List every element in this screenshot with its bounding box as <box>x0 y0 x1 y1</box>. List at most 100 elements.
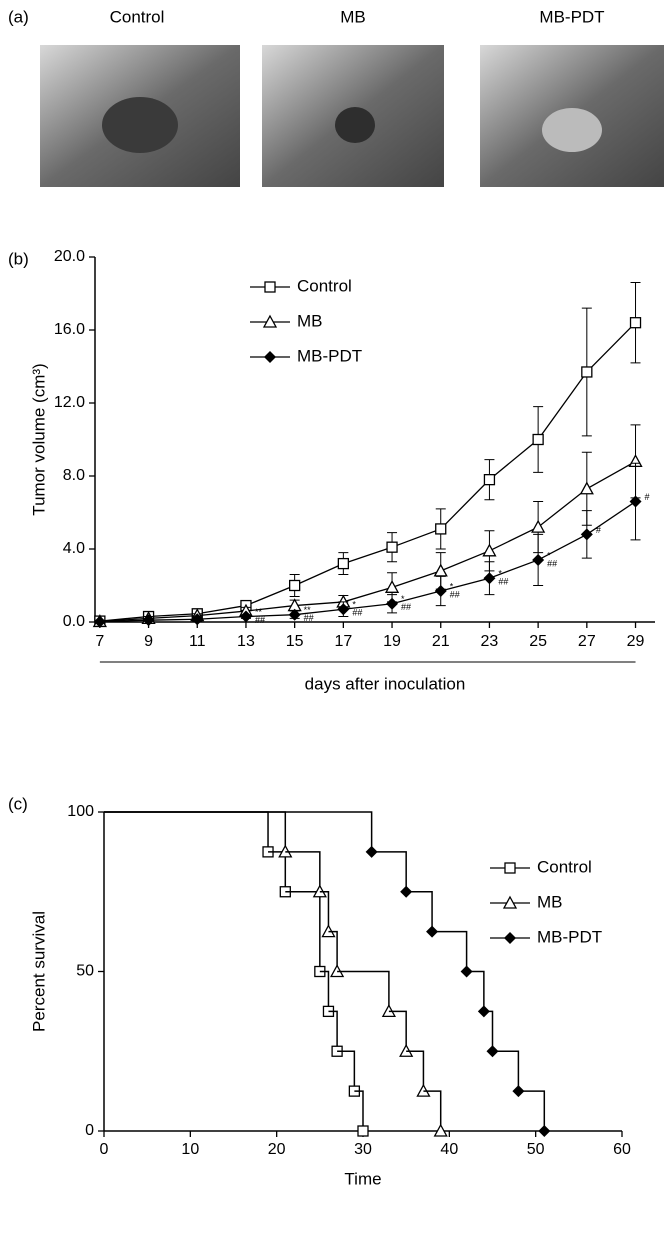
significance-label: ## <box>304 613 314 623</box>
y-tick-label: 20.0 <box>54 248 85 265</box>
step-segment <box>354 1090 364 1131</box>
y-tick-label: 4.0 <box>63 540 85 557</box>
x-tick-label: 29 <box>627 633 645 650</box>
x-tick-label: 25 <box>529 633 547 650</box>
legend-marker <box>504 862 516 874</box>
marker <box>433 563 448 577</box>
photo <box>102 97 178 153</box>
marker <box>483 473 496 486</box>
x-tick-label: 27 <box>578 633 596 650</box>
x-tick-label: 17 <box>334 633 352 650</box>
y-axis-label: Tumor volume (cm³) <box>29 363 48 515</box>
step-segment <box>388 1010 407 1052</box>
step-segment <box>319 891 330 932</box>
y-tick-label: 0 <box>85 1122 94 1139</box>
step-segment <box>104 811 287 852</box>
step-segment <box>337 1050 356 1092</box>
marker <box>482 543 497 557</box>
step-segment <box>483 1010 494 1052</box>
significance-label: ## <box>450 589 460 599</box>
significance-label: * <box>547 550 551 560</box>
y-axis-label: Percent survival <box>29 911 48 1032</box>
panel-label: (b) <box>8 249 29 268</box>
x-tick-label: 20 <box>268 1141 286 1158</box>
x-tick-label: 21 <box>432 633 450 650</box>
step-segment <box>104 811 373 852</box>
step-segment <box>466 970 485 1012</box>
step-segment <box>285 891 321 972</box>
marker <box>384 579 400 593</box>
marker <box>239 610 252 623</box>
photo-caption: MB <box>340 7 366 26</box>
marker <box>579 481 594 495</box>
significance-label: * <box>401 594 405 604</box>
step-segment <box>406 891 433 932</box>
y-tick-label: 50 <box>76 963 94 980</box>
y-tick-label: 0.0 <box>63 613 85 630</box>
legend-label: MB-PDT <box>537 927 602 946</box>
step-segment <box>518 1090 546 1131</box>
x-axis-label: days after inoculation <box>305 674 466 693</box>
marker <box>289 579 301 592</box>
significance-label: * <box>450 581 454 591</box>
marker <box>433 1123 448 1137</box>
significance-label: ## <box>498 577 508 587</box>
legend-marker <box>502 895 518 909</box>
marker <box>142 614 155 627</box>
legend-marker <box>504 932 516 944</box>
marker <box>191 613 204 626</box>
significance-label: # <box>596 525 601 535</box>
marker <box>531 519 546 533</box>
legend-marker <box>262 314 278 328</box>
marker <box>532 553 545 566</box>
marker <box>288 608 301 621</box>
marker <box>483 572 496 585</box>
marker <box>93 615 106 628</box>
y-tick-label: 100 <box>67 803 94 820</box>
x-tick-label: 40 <box>440 1141 458 1158</box>
step-segment <box>337 970 390 1012</box>
marker <box>357 1125 369 1137</box>
marker <box>629 495 642 508</box>
x-tick-label: 23 <box>481 633 499 650</box>
legend-label: Control <box>537 857 592 876</box>
step-segment <box>432 930 468 972</box>
legend-label: MB <box>537 892 563 911</box>
step-segment <box>328 930 338 972</box>
x-tick-label: 15 <box>286 633 304 650</box>
legend-label: Control <box>297 276 352 295</box>
marker <box>386 597 399 610</box>
y-tick-label: 12.0 <box>54 394 85 411</box>
marker <box>435 523 447 535</box>
step-segment <box>371 851 407 892</box>
marker <box>434 584 447 597</box>
y-tick-label: 8.0 <box>63 467 85 484</box>
x-tick-label: 11 <box>189 633 206 650</box>
step-segment <box>423 1090 442 1131</box>
legend-marker <box>264 281 276 293</box>
step-segment <box>319 970 330 1012</box>
marker <box>386 541 398 553</box>
marker <box>629 317 642 329</box>
marker <box>337 603 350 616</box>
y-tick-label: 16.0 <box>54 321 85 338</box>
line <box>99 460 636 623</box>
x-tick-label: 7 <box>95 633 104 650</box>
significance-label: ## <box>352 608 362 618</box>
legend-label: MB-PDT <box>297 346 362 365</box>
photos <box>40 45 664 187</box>
x-axis-label: Time <box>344 1169 381 1188</box>
line <box>99 322 636 622</box>
photo-caption: Control <box>110 7 165 26</box>
step-segment <box>104 811 269 852</box>
significance-label: * <box>352 600 356 610</box>
step-segment <box>285 851 321 892</box>
significance-label: # <box>645 492 650 502</box>
legend-marker <box>264 351 276 363</box>
x-tick-label: 10 <box>181 1141 199 1158</box>
x-tick-label: 9 <box>144 633 153 650</box>
significance-label: * <box>498 569 502 579</box>
photo <box>335 107 375 143</box>
panel-label: (c) <box>8 794 28 813</box>
